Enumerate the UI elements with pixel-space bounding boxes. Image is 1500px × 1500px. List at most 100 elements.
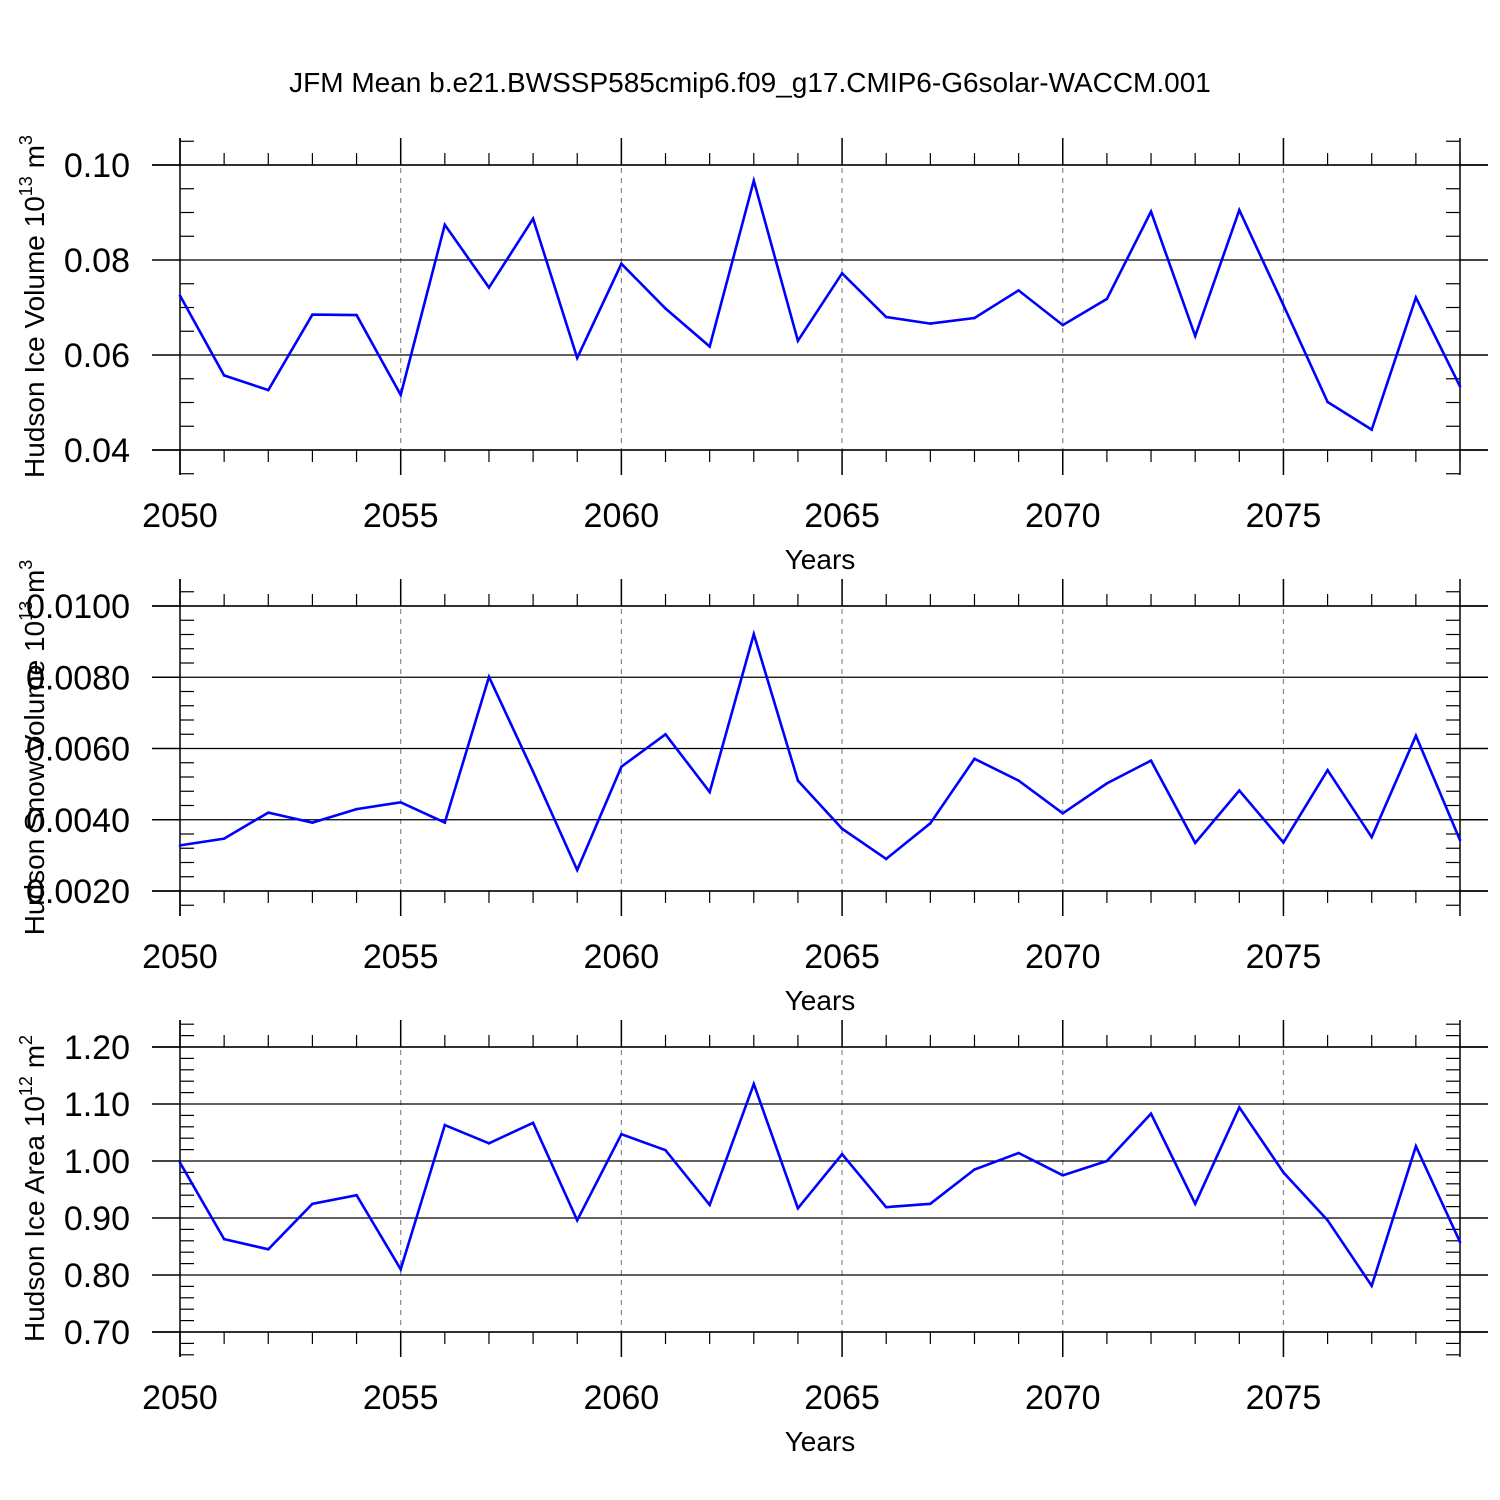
data-point bbox=[1370, 1285, 1373, 1288]
data-point bbox=[1238, 209, 1241, 212]
y-tick-label: 1.20 bbox=[64, 1029, 130, 1067]
panel-2: 0.0020 0.0040 0.0060 0.0080 0.0100 2050 2055 20… bbox=[16, 560, 1488, 1016]
data-point bbox=[752, 179, 755, 182]
data-point bbox=[1326, 769, 1329, 772]
data-point bbox=[1459, 1241, 1462, 1244]
data-point bbox=[664, 1149, 667, 1152]
x-tick-label: 2070 bbox=[1025, 1379, 1101, 1417]
y-tick-label: 0.80 bbox=[64, 1257, 130, 1295]
x-tick-label: 2055 bbox=[363, 1379, 439, 1417]
data-point bbox=[1017, 1152, 1020, 1155]
data-point bbox=[1370, 836, 1373, 839]
data-point bbox=[311, 1202, 314, 1205]
panel-1: 0.04 0.06 0.08 0.10 2050 2055 2060 2065 2070 2075… bbox=[16, 135, 1488, 575]
data-point bbox=[885, 858, 888, 861]
x-tick-label: 2050 bbox=[142, 497, 218, 535]
data-point bbox=[1194, 335, 1197, 338]
data-point bbox=[532, 770, 535, 773]
data-point bbox=[1061, 812, 1064, 815]
data-point bbox=[355, 808, 358, 811]
data-point bbox=[267, 1248, 270, 1251]
data-point bbox=[576, 869, 579, 872]
data-point bbox=[841, 1153, 844, 1156]
series-line bbox=[180, 181, 1460, 430]
x-axis-label: Years bbox=[785, 985, 856, 1016]
data-point bbox=[1282, 1171, 1285, 1174]
data-point bbox=[311, 313, 314, 316]
data-point bbox=[1415, 734, 1418, 737]
data-point bbox=[708, 1204, 711, 1207]
x-tick-label: 2060 bbox=[584, 1379, 660, 1417]
data-point bbox=[532, 217, 535, 220]
data-point bbox=[841, 272, 844, 275]
x-tick-label: 2075 bbox=[1246, 1379, 1322, 1417]
data-point bbox=[929, 822, 932, 825]
data-point bbox=[223, 374, 226, 377]
data-point bbox=[1061, 1174, 1064, 1177]
data-point bbox=[620, 263, 623, 266]
data-point bbox=[267, 389, 270, 392]
data-point bbox=[1150, 1112, 1153, 1115]
data-point bbox=[488, 286, 491, 289]
data-point bbox=[664, 307, 667, 310]
figure: JFM Mean b.e21.BWSSP585cmip6.f09_g17.CMI… bbox=[0, 0, 1500, 1500]
data-point bbox=[488, 676, 491, 679]
data-point bbox=[841, 827, 844, 830]
data-point bbox=[1150, 759, 1153, 762]
data-point bbox=[1326, 401, 1329, 404]
x-axis-label: Years bbox=[785, 1426, 856, 1457]
data-point bbox=[532, 1122, 535, 1125]
x-tick-label: 2050 bbox=[142, 1379, 218, 1417]
x-axis-label: Years bbox=[785, 544, 856, 575]
data-point bbox=[1282, 304, 1285, 307]
y-axis-label: Hudson Ice Area 1012 m2 bbox=[16, 1035, 50, 1342]
data-point bbox=[1370, 428, 1373, 431]
data-point bbox=[620, 765, 623, 768]
x-tick-label: 2060 bbox=[584, 938, 660, 976]
data-point bbox=[444, 1124, 447, 1127]
data-point bbox=[179, 1161, 182, 1164]
x-tick-label: 2075 bbox=[1246, 938, 1322, 976]
data-point bbox=[444, 224, 447, 227]
y-tick-label: 0.06 bbox=[64, 337, 130, 375]
data-point bbox=[885, 1206, 888, 1209]
data-point bbox=[929, 322, 932, 325]
data-point bbox=[708, 345, 711, 348]
y-axis-label: Hudson Ice Volume 1013 m3 bbox=[16, 135, 50, 478]
data-point bbox=[576, 357, 579, 360]
data-point bbox=[444, 821, 447, 824]
data-point bbox=[355, 1194, 358, 1197]
x-tick-label: 2065 bbox=[804, 497, 880, 535]
x-tick-label: 2060 bbox=[584, 497, 660, 535]
y-tick-label: 1.00 bbox=[64, 1143, 130, 1181]
data-point bbox=[1238, 1106, 1241, 1109]
x-tick-label: 2050 bbox=[142, 938, 218, 976]
y-tick-label: 1.10 bbox=[64, 1086, 130, 1124]
data-point bbox=[179, 844, 182, 847]
series-line bbox=[180, 1084, 1460, 1286]
data-point bbox=[223, 837, 226, 840]
data-point bbox=[399, 801, 402, 804]
data-point bbox=[1106, 1160, 1109, 1163]
data-point bbox=[223, 1238, 226, 1241]
x-tick-label: 2070 bbox=[1025, 497, 1101, 535]
chart-title: JFM Mean b.e21.BWSSP585cmip6.f09_g17.CMI… bbox=[289, 67, 1211, 98]
data-point bbox=[797, 1207, 800, 1210]
data-point bbox=[1017, 289, 1020, 292]
data-point bbox=[1415, 296, 1418, 299]
data-point bbox=[267, 811, 270, 814]
x-tick-label: 2070 bbox=[1025, 938, 1101, 976]
data-point bbox=[620, 1133, 623, 1136]
x-tick-label: 2075 bbox=[1246, 497, 1322, 535]
data-point bbox=[664, 733, 667, 736]
data-point bbox=[752, 633, 755, 636]
series-line bbox=[180, 634, 1460, 870]
panel-3: 0.70 0.80 0.90 1.00 1.10 1.20 2050 2055 2060 2065… bbox=[16, 1020, 1488, 1457]
data-point bbox=[973, 317, 976, 320]
data-point bbox=[1106, 298, 1109, 301]
data-point bbox=[1238, 789, 1241, 792]
data-point bbox=[929, 1202, 932, 1205]
data-point bbox=[399, 394, 402, 397]
y-tick-label: 0.10 bbox=[64, 147, 130, 185]
data-point bbox=[576, 1219, 579, 1222]
